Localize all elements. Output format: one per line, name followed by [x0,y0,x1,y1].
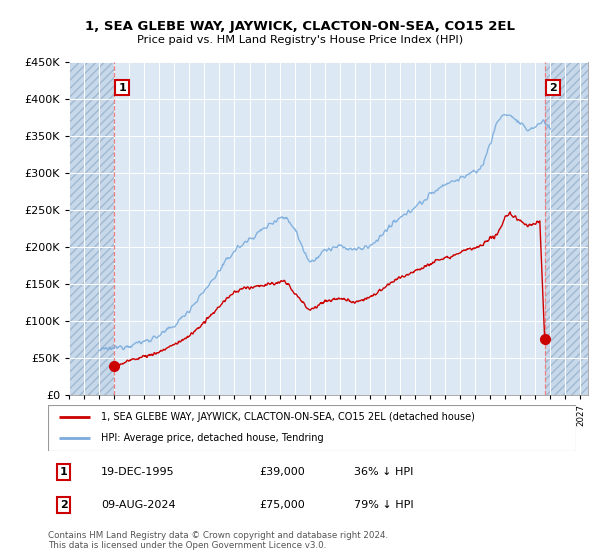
Text: HPI: Average price, detached house, Tendring: HPI: Average price, detached house, Tend… [101,433,323,444]
Text: £75,000: £75,000 [259,500,305,510]
Text: 2: 2 [60,500,68,510]
Text: 19-DEC-1995: 19-DEC-1995 [101,467,175,477]
Text: 1, SEA GLEBE WAY, JAYWICK, CLACTON-ON-SEA, CO15 2EL (detached house): 1, SEA GLEBE WAY, JAYWICK, CLACTON-ON-SE… [101,412,475,422]
Text: 09-AUG-2024: 09-AUG-2024 [101,500,175,510]
Text: 1, SEA GLEBE WAY, JAYWICK, CLACTON-ON-SEA, CO15 2EL: 1, SEA GLEBE WAY, JAYWICK, CLACTON-ON-SE… [85,20,515,32]
Text: Price paid vs. HM Land Registry's House Price Index (HPI): Price paid vs. HM Land Registry's House … [137,35,463,45]
Bar [545,62,588,395]
Text: 2: 2 [549,82,557,92]
Text: Contains HM Land Registry data © Crown copyright and database right 2024.
This d: Contains HM Land Registry data © Crown c… [48,531,388,550]
Bar [69,62,113,395]
Text: 1: 1 [118,82,126,92]
Text: £39,000: £39,000 [259,467,305,477]
Text: 1: 1 [60,467,68,477]
Text: 36% ↓ HPI: 36% ↓ HPI [354,467,413,477]
Text: 79% ↓ HPI: 79% ↓ HPI [354,500,414,510]
FancyBboxPatch shape [48,405,576,451]
